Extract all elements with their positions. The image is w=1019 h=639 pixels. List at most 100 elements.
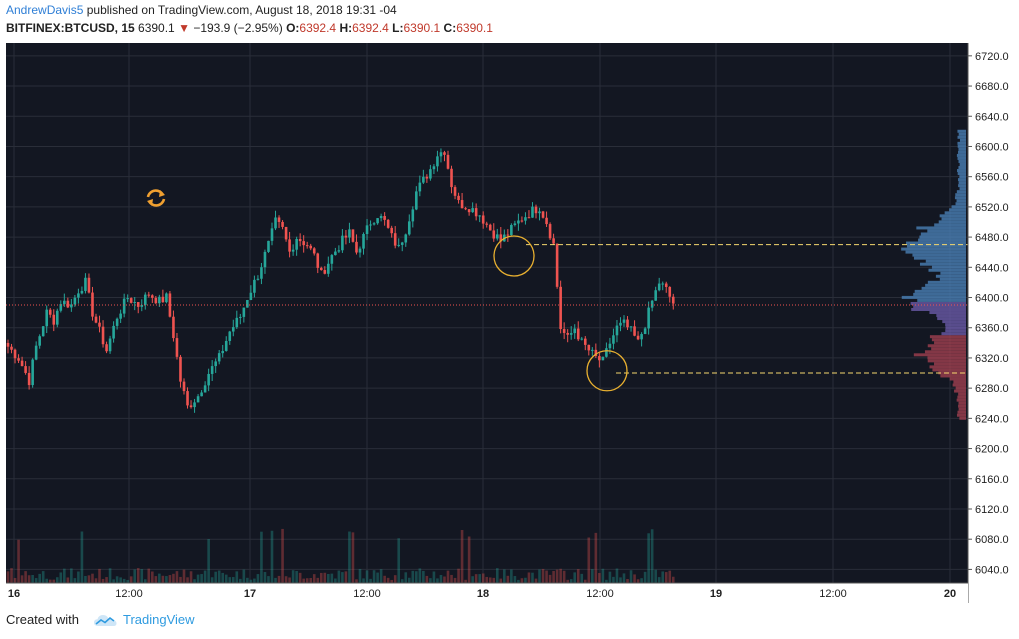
price-tick-label: 6200.0 xyxy=(975,444,1009,456)
price-tick-label: 6360.0 xyxy=(975,323,1009,335)
volume-profile-row xyxy=(958,181,966,185)
volume-bar xyxy=(45,578,49,583)
candle-body xyxy=(312,248,316,254)
candle-body xyxy=(411,209,415,222)
candle-body xyxy=(253,279,256,293)
candle-body xyxy=(270,228,274,241)
volume-bar xyxy=(210,577,214,583)
candle-body xyxy=(369,224,372,226)
volume-bar xyxy=(24,571,27,583)
volume-profile-row xyxy=(912,253,966,257)
candle-body xyxy=(330,255,334,264)
volume-profile-row xyxy=(949,208,966,212)
volume-profile-row xyxy=(945,326,966,330)
candle-body xyxy=(179,356,182,382)
candle-body xyxy=(66,300,70,308)
volume-profile-row xyxy=(914,289,966,293)
candle-body xyxy=(587,344,591,351)
publish-info: published on TradingView.com, August 18,… xyxy=(86,3,397,17)
volume-bar xyxy=(450,574,453,583)
volume-profile-row xyxy=(929,311,966,315)
candle-body xyxy=(31,359,34,386)
volume-profile-row xyxy=(957,169,966,173)
price-tick-label: 6040.0 xyxy=(975,564,1009,576)
volume-profile-row xyxy=(944,211,966,215)
price-chart[interactable]: 6470.06300.06390.113:23 6720.06680.06640… xyxy=(6,43,1016,603)
volume-bar xyxy=(654,569,657,583)
price-axis[interactable]: 6720.0 6680.0 6640.0 6600.0 6560.0 6520.0 6480… xyxy=(967,43,1016,603)
high-value: 6392.4 xyxy=(352,21,389,35)
candle-body xyxy=(267,240,270,252)
volume-bar xyxy=(10,568,13,583)
volume-bar xyxy=(548,574,552,583)
candle-body xyxy=(633,326,636,336)
footer: Created with TradingView xyxy=(6,612,195,627)
volume-profile-row xyxy=(936,314,966,318)
price-tick-label: 6560.0 xyxy=(975,172,1009,184)
candle-body xyxy=(34,345,38,360)
volume-bar xyxy=(59,572,63,583)
volume-bars xyxy=(6,528,675,583)
last-price: 6390.1 xyxy=(138,21,175,35)
volume-bar xyxy=(267,576,270,583)
volume-profile-row xyxy=(927,344,966,348)
candle-body xyxy=(619,322,622,326)
volume-profile-row xyxy=(919,235,966,239)
volume-bar xyxy=(664,572,668,583)
volume-bar xyxy=(626,578,629,583)
candle-body xyxy=(196,396,200,403)
tradingview-link[interactable]: TradingView xyxy=(85,612,195,627)
candle-body xyxy=(569,333,573,335)
candle-body xyxy=(407,221,411,235)
candle-body xyxy=(140,304,144,307)
candle-body xyxy=(671,296,675,304)
open-value: 6392.4 xyxy=(299,21,337,35)
volume-bar xyxy=(478,574,481,583)
candle-body xyxy=(425,176,429,179)
candle-body xyxy=(105,344,108,352)
time-axis[interactable]: 16 12:00 17 12:00 18 12:00 19 12:00 20 xyxy=(6,582,968,603)
candle-body xyxy=(650,300,654,308)
volume-bar xyxy=(200,574,203,583)
time-tick-label: 12:00 xyxy=(353,588,381,600)
volume-bar xyxy=(545,570,548,583)
volume-bar xyxy=(580,573,584,583)
candle-body xyxy=(122,298,126,314)
volume-bar xyxy=(207,538,210,583)
volume-bar xyxy=(629,570,633,583)
volume-profile-row xyxy=(906,244,966,248)
volume-profile-row xyxy=(934,341,966,345)
candle-body xyxy=(77,293,80,298)
candle-body xyxy=(372,223,376,225)
price-tick-label: 6400.0 xyxy=(975,293,1009,305)
volume-bar xyxy=(154,576,158,583)
volume-bar xyxy=(446,570,450,583)
symbol-label[interactable]: BITFINEX:BTCUSD, 15 xyxy=(6,21,135,35)
candle-body xyxy=(161,296,165,303)
price-tick-label: 6440.0 xyxy=(975,262,1009,274)
volume-bar xyxy=(517,579,520,583)
volume-bar xyxy=(355,579,358,583)
down-arrow-icon: ▼ xyxy=(178,21,190,35)
volume-bar xyxy=(136,568,140,583)
volume-bar xyxy=(365,570,369,583)
volume-bar xyxy=(73,578,77,583)
volume-bar xyxy=(643,571,647,583)
volume-profile xyxy=(901,129,966,420)
volume-bar xyxy=(485,576,489,583)
volume-bar xyxy=(34,578,38,583)
volume-bar xyxy=(214,571,217,583)
volume-bar xyxy=(323,572,327,583)
candle-body xyxy=(541,211,545,218)
author-link[interactable]: AndrewDavis5 xyxy=(6,3,84,17)
volume-bar xyxy=(277,575,281,583)
volume-bar xyxy=(337,570,341,583)
candle-body xyxy=(506,234,510,236)
candle-body xyxy=(552,238,555,244)
candle-body xyxy=(534,206,538,214)
candle-body xyxy=(562,329,566,333)
volume-profile-row xyxy=(925,259,966,263)
volume-bar xyxy=(471,576,474,583)
volume-bar xyxy=(193,579,196,583)
volume-bar xyxy=(66,577,70,583)
